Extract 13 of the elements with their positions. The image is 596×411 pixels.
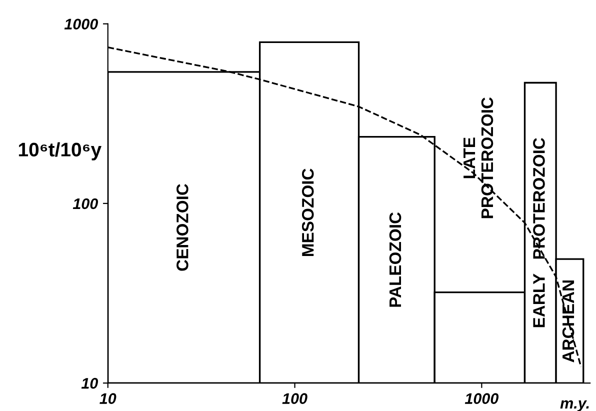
x-tick-label: 10 xyxy=(100,393,116,404)
y-tick-label: 100 xyxy=(72,198,98,210)
annotation: LATE PROTEROZOIC xyxy=(464,97,494,218)
y-tick-label: 1000 xyxy=(64,18,98,30)
x-tick-label: 100 xyxy=(282,393,308,404)
annotation: PALEOZOIC xyxy=(389,212,402,307)
annotation: EARLY PROTEROZOIC xyxy=(533,138,545,328)
annotation: ARCHEAN xyxy=(562,280,574,362)
annotation: MESOZOIC xyxy=(302,168,314,256)
annotation: CENOZOIC xyxy=(176,184,188,271)
x-tick-label: 1000 xyxy=(464,393,499,404)
y-axis-title: 10⁶t/10⁶y xyxy=(18,142,102,160)
y-tick-label: 10 xyxy=(81,378,98,389)
